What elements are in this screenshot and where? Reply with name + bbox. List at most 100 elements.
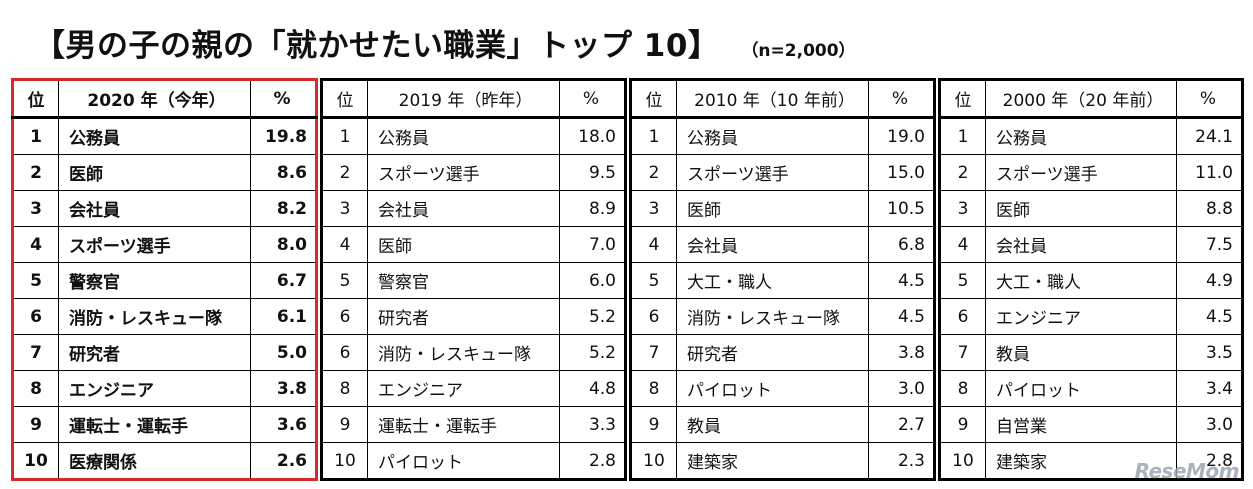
table-body: 1 公務員 19.0 2 スポーツ選手 15.0 3 医師 10.5 4 会社員 6.8 5 大工・職人 4… <box>630 117 935 480</box>
ranking-table-2019: 位 2019 年（昨年） % 1 公務員 18.0 2 スポーツ選手 9.5 3 会社員 8.9… <box>320 78 627 481</box>
percent-cell: 4.8 <box>559 370 626 407</box>
table-row: 8 エンジニア 3.8 <box>12 370 317 407</box>
percent-cell: 6.1 <box>250 298 317 335</box>
percent-cell: 5.2 <box>559 334 626 371</box>
job-cell: スポーツ選手 <box>676 154 869 191</box>
job-cell: 会社員 <box>58 190 251 227</box>
percent-cell: 2.3 <box>868 442 935 480</box>
job-cell: 警察官 <box>367 262 560 299</box>
table-row: 4 会社員 7.5 <box>939 226 1243 263</box>
percent-cell: 10.5 <box>868 190 935 227</box>
percent-cell: 2.6 <box>250 442 317 480</box>
percent-column-header: % <box>250 79 317 119</box>
percent-cell: 3.6 <box>250 406 317 443</box>
page-title: 【男の子の親の「就かせたい職業」トップ 10】 （n=2,000） <box>34 20 856 70</box>
table-header-row: 位 2010 年（10 年前） % <box>630 79 935 119</box>
table-row: 1 公務員 24.1 <box>939 117 1243 155</box>
percent-cell: 5.2 <box>559 298 626 335</box>
rank-cell: 8 <box>321 370 368 407</box>
table-row: 9 運転士・運転手 3.3 <box>321 406 626 443</box>
rank-column-header: 位 <box>939 79 986 119</box>
table-row: 5 警察官 6.0 <box>321 262 626 299</box>
table-row: 10 建築家 2.8 <box>939 442 1243 480</box>
percent-cell: 18.0 <box>559 117 626 155</box>
percent-cell: 4.5 <box>868 262 935 299</box>
job-cell: 公務員 <box>367 117 560 155</box>
table-row: 2 スポーツ選手 9.5 <box>321 154 626 191</box>
percent-cell: 8.9 <box>559 190 626 227</box>
table-row: 10 パイロット 2.8 <box>321 442 626 480</box>
percent-cell: 3.4 <box>1176 370 1243 407</box>
job-cell: 教員 <box>985 334 1177 371</box>
ranking-table-2010: 位 2010 年（10 年前） % 1 公務員 19.0 2 スポーツ選手 15.0 3 医師… <box>629 78 936 481</box>
rank-cell: 1 <box>939 117 986 155</box>
job-cell: パイロット <box>676 370 869 407</box>
job-cell: スポーツ選手 <box>985 154 1177 191</box>
table-row: 2 スポーツ選手 11.0 <box>939 154 1243 191</box>
percent-cell: 11.0 <box>1176 154 1243 191</box>
ranking-table-2020: 位 2020 年（今年） % 1 公務員 19.8 2 医師 8.6 3 会社員 8.2 4 スポー… <box>11 78 318 481</box>
percent-cell: 8.0 <box>250 226 317 263</box>
job-cell: 大工・職人 <box>676 262 869 299</box>
rank-cell: 7 <box>939 334 986 371</box>
table-header-row: 位 2019 年（昨年） % <box>321 79 626 119</box>
percent-cell: 2.8 <box>1176 442 1243 480</box>
percent-cell: 3.8 <box>250 370 317 407</box>
table-row: 6 消防・レスキュー隊 4.5 <box>630 298 935 335</box>
rank-cell: 8 <box>12 370 59 407</box>
rank-cell: 1 <box>12 117 59 155</box>
job-cell: 医師 <box>676 190 869 227</box>
percent-cell: 8.8 <box>1176 190 1243 227</box>
table-row: 8 パイロット 3.0 <box>630 370 935 407</box>
job-cell: 研究者 <box>367 298 560 335</box>
job-cell: 医師 <box>58 154 251 191</box>
percent-cell: 6.7 <box>250 262 317 299</box>
percent-cell: 4.9 <box>1176 262 1243 299</box>
rank-cell: 3 <box>630 190 677 227</box>
rank-cell: 10 <box>12 442 59 480</box>
rank-cell: 2 <box>12 154 59 191</box>
table-header-row: 位 2020 年（今年） % <box>12 79 317 119</box>
table-row: 6 消防・レスキュー隊 6.1 <box>12 298 317 335</box>
rank-cell: 6 <box>321 334 368 371</box>
rank-cell: 10 <box>630 442 677 480</box>
year-column-header: 2010 年（10 年前） <box>676 79 869 119</box>
table-row: 9 教員 2.7 <box>630 406 935 443</box>
rank-cell: 1 <box>321 117 368 155</box>
rank-cell: 2 <box>630 154 677 191</box>
job-cell: 公務員 <box>58 117 251 155</box>
table-row: 7 研究者 3.8 <box>630 334 935 371</box>
rank-column-header: 位 <box>12 79 59 119</box>
rank-cell: 4 <box>12 226 59 263</box>
rank-cell: 8 <box>630 370 677 407</box>
percent-cell: 2.7 <box>868 406 935 443</box>
rank-column-header: 位 <box>321 79 368 119</box>
table-row: 10 建築家 2.3 <box>630 442 935 480</box>
table-row: 6 研究者 5.2 <box>321 298 626 335</box>
job-cell: 医師 <box>367 226 560 263</box>
job-cell: 警察官 <box>58 262 251 299</box>
rank-cell: 9 <box>12 406 59 443</box>
percent-cell: 9.5 <box>559 154 626 191</box>
table-row: 2 スポーツ選手 15.0 <box>630 154 935 191</box>
table-row: 1 公務員 19.0 <box>630 117 935 155</box>
table-row: 7 教員 3.5 <box>939 334 1243 371</box>
job-cell: 運転士・運転手 <box>367 406 560 443</box>
percent-cell: 7.0 <box>559 226 626 263</box>
job-cell: スポーツ選手 <box>367 154 560 191</box>
sample-size-note: （n=2,000） <box>741 41 856 61</box>
percent-cell: 3.0 <box>1176 406 1243 443</box>
percent-cell: 3.0 <box>868 370 935 407</box>
job-cell: 会社員 <box>985 226 1177 263</box>
job-cell: 研究者 <box>676 334 869 371</box>
percent-cell: 19.8 <box>250 117 317 155</box>
rank-cell: 9 <box>321 406 368 443</box>
percent-cell: 15.0 <box>868 154 935 191</box>
table-row: 8 パイロット 3.4 <box>939 370 1243 407</box>
rank-cell: 10 <box>939 442 986 480</box>
table-body: 1 公務員 24.1 2 スポーツ選手 11.0 3 医師 8.8 4 会社員 7.5 5 大工・職人 4.… <box>939 117 1243 480</box>
rank-cell: 6 <box>630 298 677 335</box>
percent-cell: 3.5 <box>1176 334 1243 371</box>
rank-cell: 4 <box>321 226 368 263</box>
table-row: 3 会社員 8.9 <box>321 190 626 227</box>
